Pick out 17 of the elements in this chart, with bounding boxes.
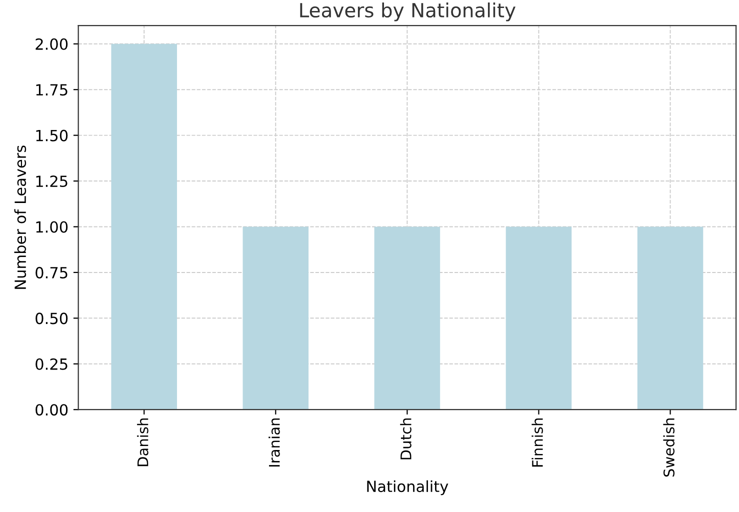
y-tick-label: 1.75: [36, 84, 68, 96]
y-tick-label: 1.25: [36, 175, 68, 188]
x-tick-label: Finnish: [532, 418, 543, 467]
x-tick-label: Iranian: [268, 418, 280, 467]
y-tick-label: 2.00: [36, 38, 68, 50]
y-tick-label: 1.50: [36, 130, 68, 142]
y-tick-label: 0.00: [36, 404, 68, 416]
y-tick-label: 0.25: [36, 358, 68, 370]
y-tick-label: 0.50: [36, 312, 68, 324]
y-axis-title: Number of Leavers: [14, 146, 26, 289]
y-tick-label: 1.00: [36, 221, 68, 233]
y-tick-label: 0.75: [36, 266, 68, 278]
x-tick-label: Swedish: [663, 418, 675, 477]
x-axis-title: Nationality: [367, 480, 448, 496]
x-tick-label: Danish: [137, 418, 148, 466]
x-tick-label: Dutch: [400, 418, 412, 460]
chart-title: Leavers by Nationality: [300, 2, 516, 22]
